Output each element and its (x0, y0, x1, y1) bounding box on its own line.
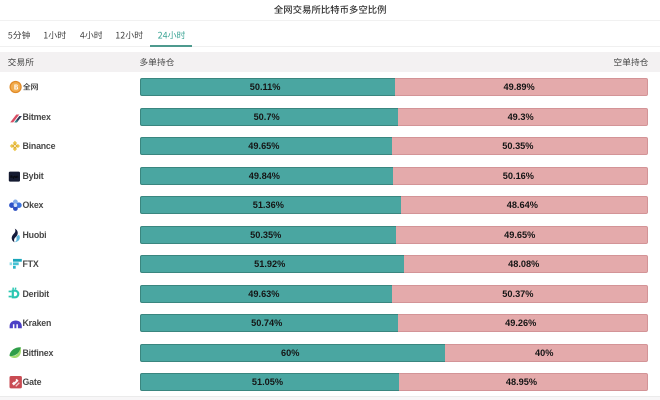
svg-text:Bybit: Bybit (10, 174, 19, 178)
